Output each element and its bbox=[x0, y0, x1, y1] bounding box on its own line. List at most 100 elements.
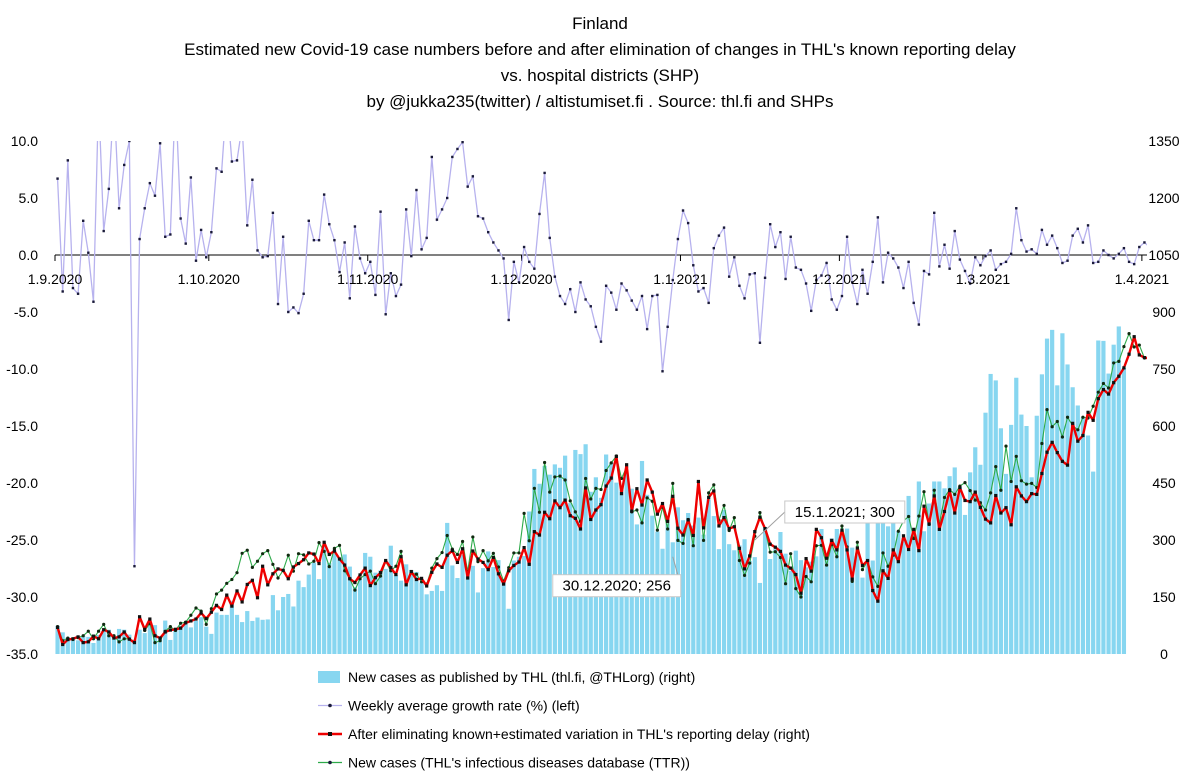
ttr-point bbox=[773, 550, 777, 554]
growth-rate-point bbox=[922, 269, 926, 273]
adjusted-point bbox=[589, 517, 593, 522]
ttr-point bbox=[1179, 339, 1182, 342]
growth-rate-point bbox=[158, 142, 162, 145]
left-axis-tick-label: -35.0 bbox=[6, 646, 38, 662]
bar bbox=[973, 447, 978, 654]
bar bbox=[870, 560, 875, 654]
growth-rate-point bbox=[241, 125, 243, 127]
growth-rate-point bbox=[338, 270, 341, 274]
adjusted-point bbox=[476, 557, 480, 561]
growth-rate-point bbox=[399, 283, 403, 286]
ttr-point bbox=[712, 483, 716, 487]
bar bbox=[434, 585, 440, 654]
adjusted-point bbox=[707, 495, 711, 500]
left-axis-tick-label: 0.0 bbox=[19, 247, 39, 263]
growth-rate-point bbox=[871, 260, 874, 264]
bar bbox=[773, 549, 778, 654]
adjusted-point bbox=[763, 527, 767, 531]
ttr-point bbox=[378, 574, 383, 578]
ttr-point bbox=[676, 538, 680, 542]
bar bbox=[1065, 364, 1070, 654]
x-axis-date-label: 1.4.2021 bbox=[1115, 271, 1170, 287]
ttr-point bbox=[1091, 404, 1095, 408]
ttr-point bbox=[1153, 335, 1156, 338]
growth-rate-point bbox=[625, 289, 628, 292]
growth-rate-point bbox=[927, 273, 931, 276]
adjusted-point bbox=[1091, 418, 1095, 422]
bar bbox=[778, 532, 783, 654]
growth-rate-point bbox=[1040, 228, 1044, 232]
adjusted-point bbox=[266, 583, 270, 587]
growth-rate-point bbox=[410, 254, 413, 258]
bar bbox=[942, 488, 947, 654]
ttr-point bbox=[1045, 408, 1049, 412]
adjusted-point bbox=[686, 518, 690, 522]
ttr-point bbox=[96, 629, 101, 633]
adjusted-point bbox=[635, 487, 639, 491]
adjusted-point bbox=[983, 517, 988, 521]
adjusted-point bbox=[445, 553, 449, 557]
legend-marker bbox=[328, 760, 332, 765]
adjusted-point bbox=[317, 561, 321, 566]
ttr-point bbox=[722, 503, 726, 508]
adjusted-point bbox=[814, 527, 818, 531]
bar bbox=[450, 565, 455, 654]
title-line-4: by @jukka235(twitter) / altistumiset.fi … bbox=[367, 92, 834, 111]
growth-rate-point bbox=[76, 292, 80, 295]
bar bbox=[414, 571, 419, 654]
bar bbox=[542, 465, 547, 654]
bar bbox=[906, 495, 911, 654]
bar bbox=[537, 483, 542, 654]
right-axis-tick-label: 1200 bbox=[1148, 190, 1179, 206]
adjusted-point bbox=[1142, 356, 1147, 360]
growth-rate-point bbox=[215, 167, 218, 170]
bar bbox=[1121, 367, 1127, 654]
bar bbox=[70, 639, 76, 654]
adjusted-point bbox=[850, 577, 854, 581]
growth-rate-point bbox=[348, 297, 351, 300]
adjusted-point bbox=[1014, 485, 1018, 489]
growth-rate-point bbox=[845, 235, 849, 238]
adjusted-point bbox=[978, 505, 982, 509]
growth-rate-point bbox=[974, 256, 977, 259]
ttr-point bbox=[681, 541, 685, 546]
adjusted-point bbox=[179, 626, 183, 630]
ttr-point bbox=[312, 559, 316, 563]
ttr-point bbox=[522, 511, 526, 515]
adjusted-point bbox=[291, 565, 295, 569]
growth-rate-point bbox=[205, 256, 208, 259]
bar bbox=[921, 531, 927, 654]
x-axis-date-label: 1.2.2021 bbox=[812, 271, 867, 287]
growth-rate-point bbox=[768, 223, 772, 226]
ttr-point bbox=[337, 543, 342, 547]
bar bbox=[183, 624, 188, 654]
bar bbox=[696, 517, 701, 654]
ttr-point bbox=[245, 548, 249, 552]
adjusted-point bbox=[522, 546, 526, 550]
bar bbox=[255, 617, 260, 654]
ttr-point bbox=[609, 461, 613, 465]
adjusted-point bbox=[563, 498, 567, 502]
adjusted-point bbox=[578, 527, 583, 531]
bar bbox=[491, 566, 496, 654]
bar bbox=[152, 625, 158, 654]
growth-rate-point bbox=[389, 272, 392, 275]
ttr-point bbox=[655, 528, 659, 532]
ttr-point bbox=[922, 490, 926, 494]
bar bbox=[250, 620, 255, 654]
adjusted-point bbox=[942, 509, 947, 514]
ttr-point bbox=[1096, 390, 1100, 394]
adjusted-point bbox=[809, 569, 813, 573]
bar bbox=[378, 570, 383, 654]
bar bbox=[168, 639, 173, 654]
x-axis-date-label: 1.1.2021 bbox=[653, 271, 708, 287]
bar bbox=[691, 525, 696, 654]
ttr-point bbox=[353, 588, 357, 592]
ttr-point bbox=[189, 613, 193, 617]
line-series-adjusted bbox=[55, 335, 1147, 647]
adjusted-point bbox=[343, 563, 347, 567]
legend-swatch bbox=[318, 671, 340, 683]
left-axis-tick-label: -15.0 bbox=[6, 418, 38, 434]
growth-rate-point bbox=[1066, 259, 1069, 262]
bar bbox=[752, 557, 757, 654]
